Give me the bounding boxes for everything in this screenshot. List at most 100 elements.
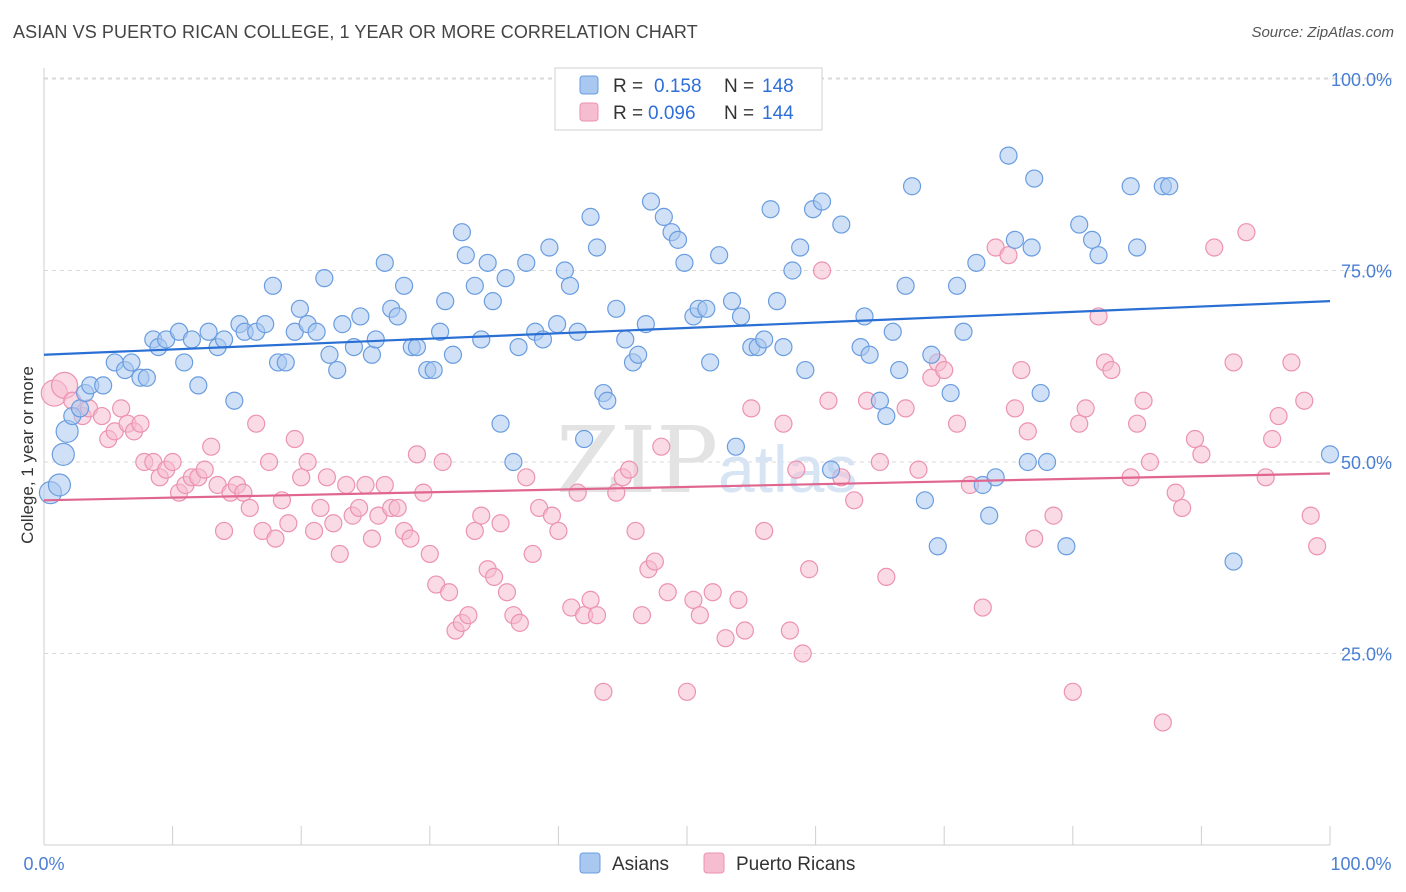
asian-point (407, 338, 427, 357)
puerto-rican-point (1263, 429, 1282, 449)
y-tick-labels: 100.0% 75.0% 50.0% 25.0% (1331, 70, 1392, 665)
asian-point (424, 360, 443, 380)
source-label: Source: ZipAtlas.com (1251, 24, 1394, 41)
asian-point (941, 383, 960, 403)
puerto-rican-point (690, 606, 709, 625)
asian-point (710, 246, 729, 265)
puerto-rican-point (1134, 391, 1153, 410)
asian-point (883, 322, 902, 341)
pr-r-label: R = (613, 103, 643, 124)
puerto-rican-point (1018, 422, 1037, 441)
legend-pr-label: Puerto Ricans (736, 854, 855, 875)
puerto-rican-point (716, 629, 735, 648)
puerto-rican-point (433, 452, 452, 472)
asian-n-value: 148 (762, 76, 794, 97)
asian-n-label: N = (724, 76, 754, 97)
asian-point (225, 391, 244, 410)
puerto-rican-point (549, 521, 568, 541)
puerto-rican-point (1205, 238, 1224, 257)
asian-point (607, 299, 626, 318)
puerto-rican-point (620, 460, 639, 479)
x-tick-label-min: 0.0% (23, 854, 64, 874)
asian-point (986, 468, 1005, 487)
puerto-rican-point (491, 514, 510, 533)
y-tick-label: 50.0% (1341, 453, 1392, 473)
puerto-rican-point (973, 598, 992, 617)
y-tick-label: 75.0% (1341, 262, 1392, 282)
asian-point (598, 391, 617, 410)
puerto-rican-point (292, 468, 311, 487)
asian-point (517, 253, 536, 272)
puerto-rican-point (195, 460, 214, 479)
puerto-rican-point (214, 521, 234, 541)
asian-point (290, 299, 310, 318)
asian-point (509, 338, 528, 357)
puerto-rican-point (658, 583, 677, 602)
asian-point (307, 322, 326, 341)
puerto-rican-point (1173, 498, 1192, 518)
puerto-rican-point (568, 483, 587, 502)
asian-point (896, 276, 915, 295)
asian-point (333, 315, 352, 334)
puerto-rican-point (330, 544, 349, 564)
pr-n-label: N = (724, 103, 754, 124)
asian-point (1005, 230, 1025, 249)
asian-point (668, 230, 688, 249)
asian-point (214, 330, 234, 349)
puerto-rican-point (240, 498, 259, 518)
asian-trend-line (43, 300, 1331, 356)
asian-point (504, 452, 523, 472)
puerto-rican-point (812, 261, 832, 280)
puerto-rican-point (517, 468, 536, 487)
puerto-rican-point (729, 590, 748, 609)
asian-point (456, 246, 475, 265)
asian-point (877, 406, 896, 426)
asian-r-label: R = (613, 76, 643, 97)
asian-point (855, 307, 874, 326)
puerto-rican-point (735, 621, 754, 640)
asian-point (199, 322, 218, 341)
puerto-rican-point (497, 583, 517, 602)
y-tick-label: 100.0% (1331, 70, 1392, 90)
asian-point (560, 276, 580, 295)
puerto-rican-point (510, 613, 529, 632)
asian-point (1022, 238, 1041, 257)
puerto-rican-point (311, 498, 330, 518)
puerto-rican-point (1153, 713, 1172, 732)
asian-point (182, 330, 201, 349)
asian-point (1031, 383, 1050, 403)
puerto-rican-point (266, 529, 285, 548)
puerto-rican-point (1076, 399, 1095, 418)
puerto-rican-point (485, 567, 504, 587)
puerto-rican-point (439, 583, 459, 602)
asian-point (1127, 238, 1147, 257)
asian-point (465, 276, 484, 295)
puerto-rican-point (1063, 682, 1082, 701)
puerto-rican-point (684, 590, 703, 609)
asian-point (675, 253, 694, 272)
puerto-rican-point (285, 429, 304, 449)
asian-point (860, 345, 879, 364)
puerto-rican-point (947, 414, 967, 433)
y-axis-label: College, 1 year or more (18, 366, 37, 544)
asian-point (1320, 445, 1340, 464)
asian-point (122, 353, 141, 372)
asian-point (315, 269, 334, 288)
puerto-rican-point (677, 682, 697, 701)
asian-point (1057, 537, 1076, 556)
chart-title: ASIAN VS PUERTO RICAN COLLEGE, 1 YEAR OR… (13, 22, 698, 42)
legend-pr-swatch (703, 852, 725, 874)
asian-point (51, 442, 75, 466)
puerto-rican-point (594, 682, 613, 701)
asian-point (47, 473, 72, 497)
asian-point (641, 192, 661, 211)
asian-point (540, 238, 559, 257)
puerto-rican-point (632, 606, 652, 625)
puerto-rican-point (407, 445, 427, 464)
asian-point (767, 292, 787, 311)
asian-point (276, 353, 295, 372)
asian-point (980, 506, 999, 525)
asian-point (726, 437, 745, 456)
asian-point (774, 338, 793, 357)
puerto-rican-point (131, 414, 150, 433)
